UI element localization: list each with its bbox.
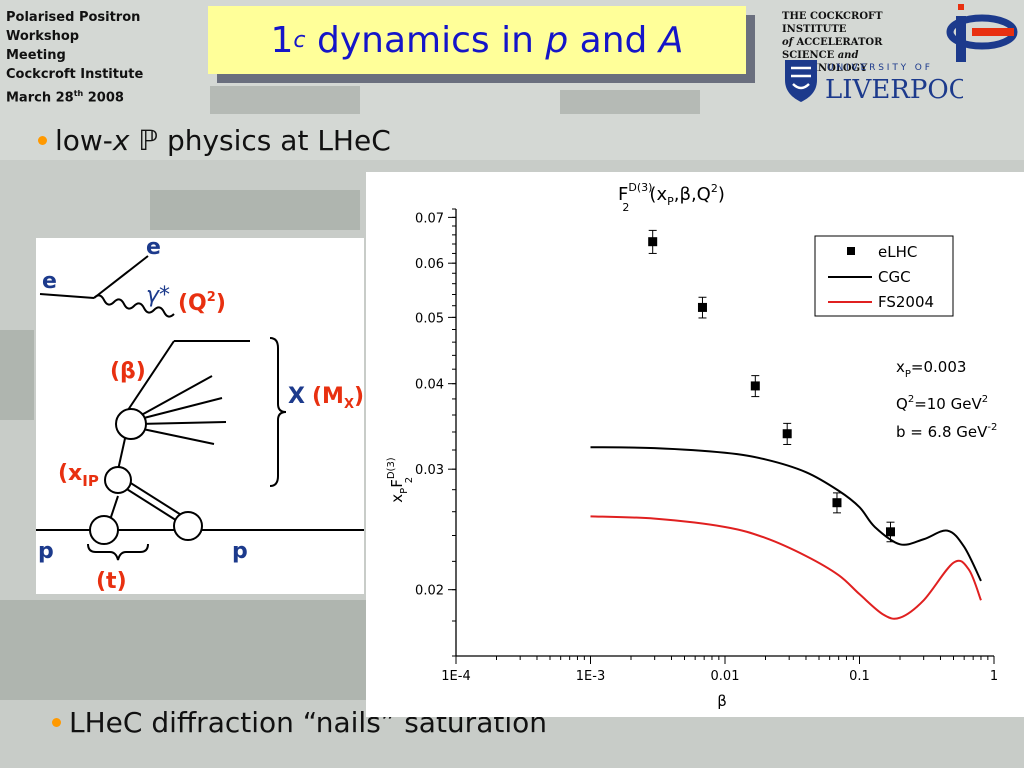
feyn-e-out: e — [146, 238, 161, 260]
bullet-dot-icon — [52, 718, 61, 727]
chart-ylabel: xPFD(3)2 — [386, 457, 415, 503]
title-part: and — [568, 19, 659, 61]
bullet-pomeron: ℙ — [129, 124, 159, 157]
chart-xlabel: β — [717, 692, 727, 710]
legend-marker-elhc — [847, 247, 855, 255]
data-point-elhc — [782, 429, 792, 439]
feyn-e-in: e — [42, 269, 57, 294]
institute-science: SCIENCE — [782, 50, 838, 61]
conference-info: Polarised Positron Workshop Meeting Cock… — [6, 8, 196, 107]
feyn-p-in: p — [38, 539, 54, 564]
bullet-lowx: low-x ℙ physics at LHeC — [38, 124, 391, 157]
feyn-t: (t) — [96, 569, 127, 594]
conference-date: March 28th 2008 — [6, 84, 196, 107]
title-A: A — [658, 19, 684, 61]
y-tick-label: 0.04 — [415, 378, 444, 393]
data-point-elhc — [832, 498, 842, 508]
university-of-label: U N I V E R S I T Y O F — [827, 63, 930, 73]
annotation-xp: xP=0.003 — [896, 358, 966, 380]
data-point-elhc — [697, 302, 707, 312]
conference-line: Meeting — [6, 48, 66, 63]
date-suffix: th — [73, 89, 84, 98]
conference-line: Polarised Positron — [6, 10, 141, 25]
background-block — [560, 90, 700, 114]
feynman-diagram: e e γ* (Q2) (β) X (MX) (xIP p p (t) — [36, 238, 364, 594]
diffraction-chart: FD(3) 2(xP,β,Q2) 1E-4 1E-3 0.01 0.1 1 0.02 0.03… — [366, 172, 1024, 717]
x-tick-label: 1 — [990, 669, 998, 684]
title-p: p — [545, 19, 569, 61]
series-line-cgc — [590, 446, 982, 582]
background-block — [210, 86, 360, 114]
x-tick-label: 0.01 — [711, 669, 740, 684]
bullet-text: low-x ℙ physics at LHeC — [55, 124, 391, 157]
x-tick-label: 1E-3 — [576, 669, 605, 684]
y-tick-label: 0.07 — [415, 211, 444, 226]
series-line-fs2004 — [590, 515, 982, 620]
bullet-part: low- — [55, 124, 113, 157]
feyn-Mx: (MX) — [312, 384, 364, 412]
bullet-part: physics at LHeC — [158, 124, 391, 157]
feyn-p-out: p — [232, 539, 248, 564]
title-part: 1 — [270, 19, 294, 61]
y-tick-label: 0.06 — [415, 257, 444, 272]
annotation-b: b = 6.8 GeV-2 — [896, 422, 997, 441]
data-point-elhc — [648, 237, 658, 247]
x-tick-label: 0.1 — [849, 669, 870, 684]
institute-rest: ACCELERATOR — [792, 37, 883, 48]
x-tick-label: 1E-4 — [441, 669, 470, 684]
bullet-dot-icon — [38, 136, 47, 145]
title-subscript: c — [293, 27, 306, 53]
liverpool-logo: U N I V E R S I T Y O F LIVERPOOL — [785, 60, 963, 104]
chart-legend: eLHC CGC FS2004 — [814, 235, 954, 317]
conference-line: Workshop — [6, 29, 80, 44]
y-tick-label: 0.02 — [415, 584, 444, 599]
title-part: dynamics in — [305, 19, 546, 61]
feyn-q2: (Q2) — [178, 290, 226, 316]
legend-label-elhc: eLHC — [878, 243, 917, 261]
institute-line: SCIENCE and TECHNOLOGY — [782, 49, 942, 75]
institute-of: of — [782, 37, 793, 48]
background-block — [0, 600, 366, 700]
cockcroft-logo-icon — [946, 4, 1018, 62]
institute-line: of ACCELERATOR — [782, 36, 942, 49]
y-tick-label: 0.03 — [415, 463, 444, 478]
background-block — [150, 190, 360, 230]
background-block — [0, 330, 34, 420]
institute-line: THE COCKCROFT INSTITUTE — [782, 11, 883, 35]
liverpool-shield-icon — [785, 60, 817, 102]
chart-title: FD(3) 2(xP,β,Q2) — [618, 181, 725, 214]
date-year: 2008 — [83, 90, 124, 106]
feyn-beta: (β) — [110, 359, 146, 384]
feyn-X: X — [288, 384, 305, 409]
institute-and: and — [837, 50, 859, 61]
institute-name: THE COCKCROFT INSTITUTE of ACCELERATOR S… — [782, 10, 942, 75]
institute-tech: TECHNOLOGY — [782, 63, 868, 74]
y-tick-label: 0.05 — [415, 311, 444, 326]
data-point-elhc — [885, 527, 895, 537]
annotation-q2: Q2=10 GeV2 — [896, 394, 988, 413]
feyn-xp: (xIP — [58, 461, 99, 490]
legend-label-cgc: CGC — [878, 268, 911, 286]
feyn-gamma: γ* — [146, 283, 170, 308]
date-prefix: March 28 — [6, 90, 74, 106]
data-point-elhc — [750, 381, 760, 391]
bullet-x: x — [112, 124, 130, 157]
liverpool-label: LIVERPOOL — [825, 75, 963, 104]
legend-label-fs2004: FS2004 — [878, 293, 934, 311]
conference-line: Cockcroft Institute — [6, 67, 144, 82]
